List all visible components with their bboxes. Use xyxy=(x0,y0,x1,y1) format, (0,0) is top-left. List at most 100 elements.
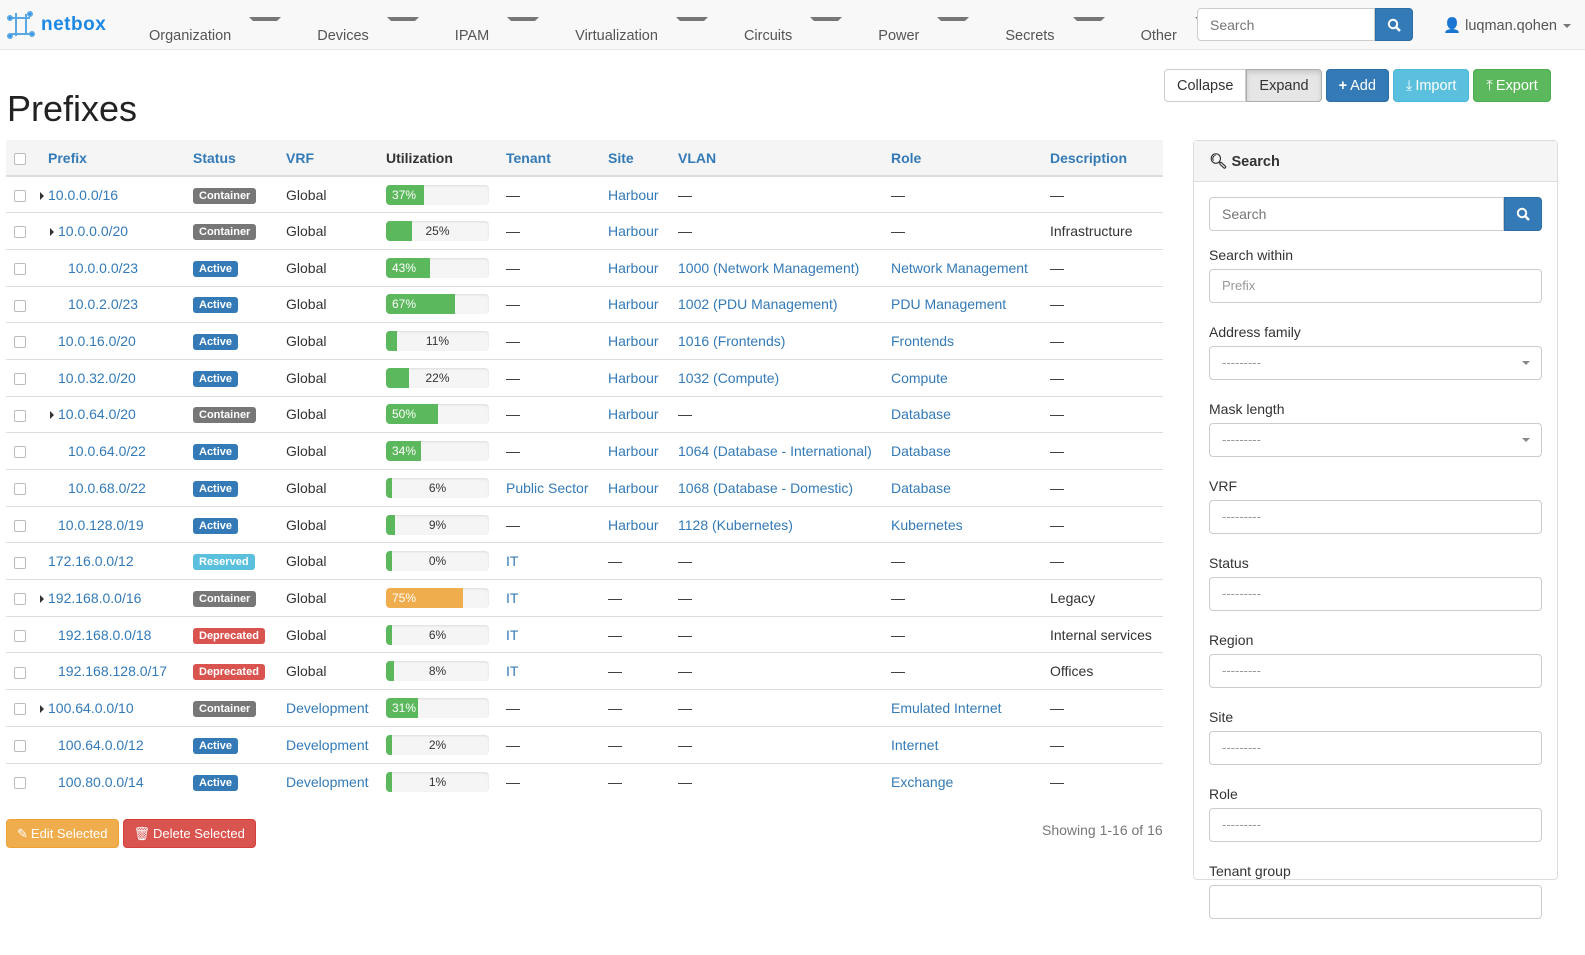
import-button[interactable]: ⤓ Import xyxy=(1392,69,1470,102)
column-header-prefix[interactable]: Prefix xyxy=(40,140,185,177)
column-header-vlan[interactable]: VLAN xyxy=(670,140,883,177)
row-checkbox[interactable] xyxy=(14,263,26,276)
expand-toggle-icon[interactable] xyxy=(40,594,44,603)
prefix-link[interactable]: 10.0.32.0/20 xyxy=(58,369,136,386)
row-checkbox[interactable] xyxy=(14,776,26,789)
search-within-input[interactable]: Prefix xyxy=(1209,269,1542,303)
export-button[interactable]: ⤒ Export xyxy=(1473,69,1551,102)
row-checkbox[interactable] xyxy=(14,629,26,642)
vlan-value[interactable]: 1000 (Network Management) xyxy=(678,259,860,276)
row-checkbox[interactable] xyxy=(14,189,26,202)
prefix-link[interactable]: 10.0.68.0/22 xyxy=(68,479,146,496)
role-value[interactable]: Kubernetes xyxy=(891,516,963,533)
role-value[interactable]: Frontends xyxy=(891,333,955,350)
row-checkbox[interactable] xyxy=(14,446,26,459)
row-checkbox[interactable] xyxy=(14,409,26,422)
role-value[interactable]: Database xyxy=(891,443,951,460)
column-header-status[interactable]: Status xyxy=(185,140,278,177)
delete-selected-button[interactable]: 🗑 Delete Selected xyxy=(122,819,256,848)
role-value[interactable]: Emulated Internet xyxy=(891,699,1002,716)
role-value[interactable]: Internet xyxy=(891,736,939,753)
nav-menu-devices[interactable]: Devices xyxy=(293,0,431,72)
collapse-button[interactable]: Collapse xyxy=(1164,69,1247,102)
region-input[interactable]: --------- xyxy=(1209,654,1542,688)
prefix-link[interactable]: 10.0.0.0/16 xyxy=(48,186,119,203)
prefix-link[interactable]: 10.0.2.0/23 xyxy=(68,296,139,313)
site-value[interactable]: Harbour xyxy=(608,296,659,313)
status-input[interactable]: --------- xyxy=(1209,577,1542,611)
row-checkbox[interactable] xyxy=(14,739,26,752)
column-header-site[interactable]: Site xyxy=(600,140,670,177)
vlan-value[interactable]: 1068 (Database - Domestic) xyxy=(678,479,854,496)
sidebar-search-input[interactable] xyxy=(1209,197,1504,231)
site-value[interactable]: Harbour xyxy=(608,186,659,203)
nav-search-button[interactable] xyxy=(1375,8,1413,41)
role-value[interactable]: PDU Management xyxy=(891,296,1007,313)
vrf-value[interactable]: Development xyxy=(286,773,369,790)
row-checkbox[interactable] xyxy=(14,703,26,716)
nav-menu-circuits[interactable]: Circuits xyxy=(720,0,854,72)
prefix-link[interactable]: 100.64.0.0/10 xyxy=(48,699,134,716)
nav-menu-power[interactable]: Power xyxy=(854,0,981,72)
site-value[interactable]: Harbour xyxy=(608,479,659,496)
column-header-description[interactable]: Description xyxy=(1042,140,1163,177)
column-header-role[interactable]: Role xyxy=(883,140,1042,177)
prefix-link[interactable]: 100.80.0.0/14 xyxy=(58,773,144,790)
tenant-value[interactable]: IT xyxy=(506,553,519,570)
tenant-value[interactable]: IT xyxy=(506,663,519,680)
nav-menu-virtualization[interactable]: Virtualization xyxy=(551,0,720,72)
vrf-input[interactable]: --------- xyxy=(1209,500,1542,534)
select-all-checkbox[interactable] xyxy=(14,152,26,165)
prefix-link[interactable]: 10.0.0.0/20 xyxy=(58,223,129,240)
prefix-link[interactable]: 10.0.128.0/19 xyxy=(58,516,144,533)
column-header-vrf[interactable]: VRF xyxy=(278,140,378,177)
prefix-link[interactable]: 192.168.0.0/16 xyxy=(48,589,142,606)
add-button[interactable]: + Add xyxy=(1325,69,1389,102)
vlan-value[interactable]: 1002 (PDU Management) xyxy=(678,296,838,313)
row-checkbox[interactable] xyxy=(14,556,26,569)
tenant-value[interactable]: Public Sector xyxy=(506,479,589,496)
row-checkbox[interactable] xyxy=(14,336,26,349)
vlan-value[interactable]: 1032 (Compute) xyxy=(678,369,780,386)
site-value[interactable]: Harbour xyxy=(608,369,659,386)
row-checkbox[interactable] xyxy=(14,299,26,312)
role-input[interactable]: --------- xyxy=(1209,808,1542,842)
edit-selected-button[interactable]: ✎ Edit Selected xyxy=(6,819,119,848)
vlan-value[interactable]: 1064 (Database - International) xyxy=(678,443,872,460)
prefix-link[interactable]: 192.168.128.0/17 xyxy=(58,663,167,680)
prefix-link[interactable]: 100.64.0.0/12 xyxy=(58,736,144,753)
vrf-value[interactable]: Development xyxy=(286,699,369,716)
row-checkbox[interactable] xyxy=(14,483,26,496)
expand-toggle-icon[interactable] xyxy=(40,704,44,713)
expand-toggle-icon[interactable] xyxy=(50,228,54,237)
tenant-value[interactable]: IT xyxy=(506,626,519,643)
brand-logo[interactable]: netbox xyxy=(6,10,106,40)
nav-search-input[interactable] xyxy=(1197,8,1375,41)
vlan-value[interactable]: 1016 (Frontends) xyxy=(678,333,786,350)
tenant-value[interactable]: IT xyxy=(506,589,519,606)
column-header-tenant[interactable]: Tenant xyxy=(498,140,600,177)
role-value[interactable]: Network Management xyxy=(891,259,1028,276)
expand-toggle-icon[interactable] xyxy=(50,411,54,420)
role-value[interactable]: Database xyxy=(891,406,951,423)
nav-menu-secrets[interactable]: Secrets xyxy=(981,0,1116,72)
row-checkbox[interactable] xyxy=(14,373,26,386)
row-checkbox[interactable] xyxy=(14,593,26,606)
site-input[interactable]: --------- xyxy=(1209,731,1542,765)
expand-button[interactable]: Expand xyxy=(1246,69,1322,102)
prefix-link[interactable]: 10.0.64.0/22 xyxy=(68,443,146,460)
mask-length-select[interactable]: --------- xyxy=(1209,423,1542,457)
prefix-link[interactable]: 172.16.0.0/12 xyxy=(48,553,134,570)
tenant-group-input[interactable] xyxy=(1209,885,1542,919)
site-value[interactable]: Harbour xyxy=(608,259,659,276)
prefix-link[interactable]: 10.0.0.0/23 xyxy=(68,259,139,276)
prefix-link[interactable]: 10.0.16.0/20 xyxy=(58,333,136,350)
prefix-link[interactable]: 192.168.0.0/18 xyxy=(58,626,152,643)
nav-menu-organization[interactable]: Organization xyxy=(125,0,293,72)
user-menu[interactable]: 👤 luqman.qohen xyxy=(1443,17,1572,34)
site-value[interactable]: Harbour xyxy=(608,406,659,423)
site-value[interactable]: Harbour xyxy=(608,443,659,460)
site-value[interactable]: Harbour xyxy=(608,223,659,240)
role-value[interactable]: Database xyxy=(891,479,951,496)
site-value[interactable]: Harbour xyxy=(608,333,659,350)
